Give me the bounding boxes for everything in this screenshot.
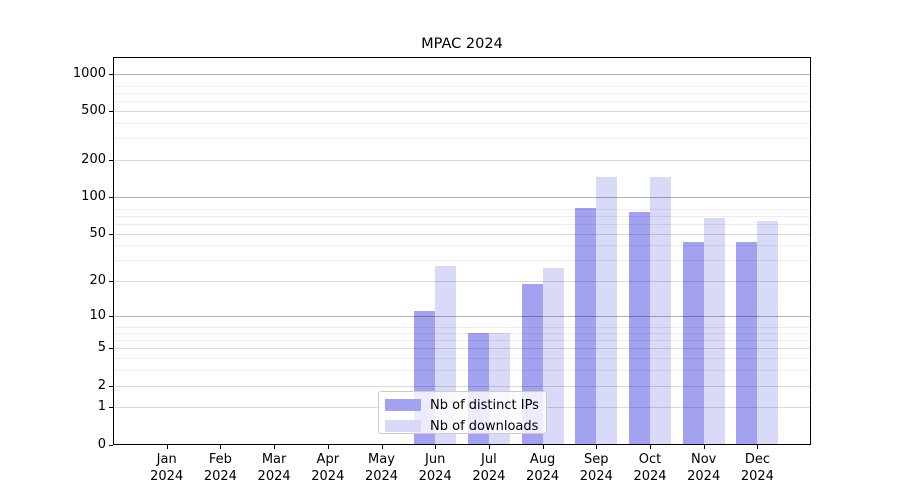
y-tick-mark bbox=[109, 407, 113, 408]
x-tick-label-dec-2024: Dec 2024 bbox=[740, 452, 774, 484]
y-tick-label-5: 5 bbox=[97, 340, 106, 356]
x-tick-mark bbox=[274, 445, 275, 449]
gridline bbox=[114, 86, 810, 87]
x-tick-mark bbox=[543, 445, 544, 449]
gridline bbox=[114, 160, 810, 161]
gridline bbox=[114, 111, 810, 112]
y-tick-label-50: 50 bbox=[89, 225, 106, 241]
y-tick-label-0: 0 bbox=[97, 436, 106, 452]
legend-swatch-downloads bbox=[385, 420, 421, 432]
legend-entry-downloads: Nb of downloads bbox=[385, 418, 546, 434]
bar-downloads-nov-2024 bbox=[704, 218, 725, 444]
x-tick-label-sep-2024: Sep 2024 bbox=[579, 452, 613, 484]
y-tick-label-1: 1 bbox=[97, 399, 106, 415]
bar-ips-nov-2024 bbox=[683, 241, 704, 444]
gridline bbox=[114, 123, 810, 124]
x-tick-label-may-2024: May 2024 bbox=[364, 452, 399, 484]
x-tick-label-feb-2024: Feb 2024 bbox=[203, 452, 237, 484]
y-tick-mark bbox=[109, 197, 113, 198]
x-tick-label-oct-2024: Oct 2024 bbox=[633, 452, 667, 484]
x-tick-mark bbox=[596, 445, 597, 449]
chart-title: MPAC 2024 bbox=[421, 36, 503, 52]
x-tick-mark bbox=[220, 445, 221, 449]
y-tick-label-100: 100 bbox=[81, 189, 106, 204]
x-tick-mark bbox=[435, 445, 436, 449]
x-tick-mark bbox=[328, 445, 329, 449]
y-tick-mark bbox=[109, 445, 113, 446]
x-tick-label-jan-2024: Jan 2024 bbox=[150, 452, 184, 484]
x-tick-label-aug-2024: Aug 2024 bbox=[526, 452, 560, 484]
x-tick-label-nov-2024: Nov 2024 bbox=[687, 452, 721, 484]
gridline bbox=[114, 93, 810, 94]
gridline bbox=[114, 74, 810, 75]
x-tick-mark bbox=[650, 445, 651, 449]
legend-swatch-distinct-ips bbox=[385, 399, 421, 411]
legend: Nb of distinct IPs Nb of downloads bbox=[378, 391, 547, 434]
legend-entry-distinct-ips: Nb of distinct IPs bbox=[385, 397, 546, 413]
x-tick-mark bbox=[489, 445, 490, 449]
y-tick-mark bbox=[109, 316, 113, 317]
y-tick-label-200: 200 bbox=[81, 152, 106, 168]
x-tick-label-jun-2024: Jun 2024 bbox=[418, 452, 452, 484]
y-tick-mark bbox=[109, 281, 113, 282]
y-tick-label-500: 500 bbox=[81, 103, 106, 119]
gridline bbox=[114, 197, 810, 198]
y-tick-label-2: 2 bbox=[97, 377, 106, 393]
bar-downloads-dec-2024 bbox=[757, 220, 778, 444]
legend-label-downloads: Nb of downloads bbox=[430, 418, 539, 434]
y-tick-mark bbox=[109, 386, 113, 387]
y-tick-mark bbox=[109, 111, 113, 112]
y-tick-label-10: 10 bbox=[89, 307, 106, 323]
gridline bbox=[114, 138, 810, 139]
bar-downloads-aug-2024 bbox=[543, 267, 564, 444]
y-tick-label-20: 20 bbox=[89, 273, 106, 289]
x-tick-mark bbox=[704, 445, 705, 449]
bar-ips-oct-2024 bbox=[629, 212, 650, 444]
bar-ips-dec-2024 bbox=[736, 241, 757, 444]
x-tick-mark bbox=[382, 445, 383, 449]
gridline bbox=[114, 216, 810, 217]
y-tick-label-1000: 1000 bbox=[72, 65, 106, 81]
gridline bbox=[114, 209, 810, 210]
y-tick-mark bbox=[109, 74, 113, 75]
bar-ips-sep-2024 bbox=[575, 207, 596, 444]
bar-downloads-sep-2024 bbox=[596, 177, 617, 444]
x-tick-label-apr-2024: Apr 2024 bbox=[311, 452, 345, 484]
y-tick-mark bbox=[109, 160, 113, 161]
x-tick-mark bbox=[757, 445, 758, 449]
plot-area bbox=[113, 57, 811, 445]
bar-downloads-oct-2024 bbox=[650, 177, 671, 444]
gridline bbox=[114, 101, 810, 102]
x-tick-label-jul-2024: Jul 2024 bbox=[472, 452, 506, 484]
x-tick-label-mar-2024: Mar 2024 bbox=[257, 452, 291, 484]
legend-label-distinct-ips: Nb of distinct IPs bbox=[430, 397, 539, 413]
x-tick-mark bbox=[167, 445, 168, 449]
y-tick-mark bbox=[109, 348, 113, 349]
y-tick-mark bbox=[109, 234, 113, 235]
